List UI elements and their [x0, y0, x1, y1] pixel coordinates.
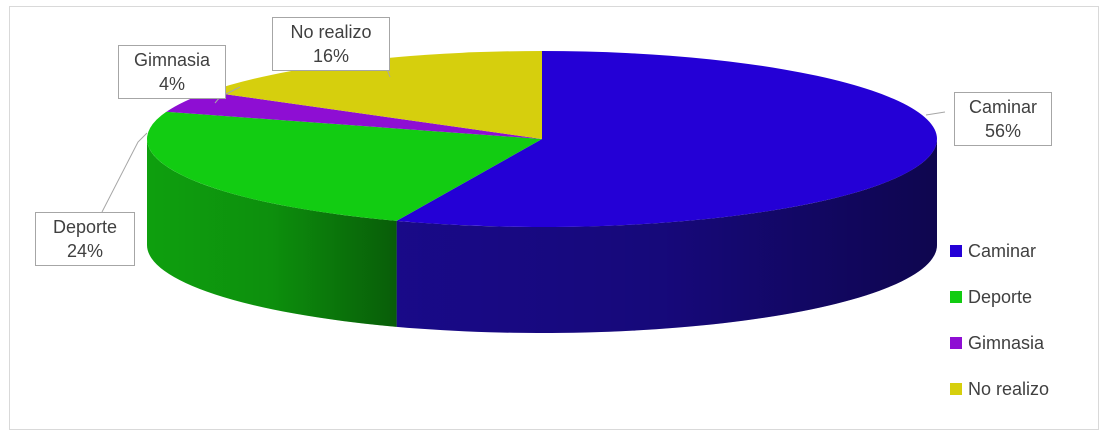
legend-label-caminar: Caminar [968, 240, 1037, 261]
pie-slice-gimnasia [166, 91, 542, 139]
pie-tops [146, 51, 937, 227]
legend-swatch-deporte [950, 291, 962, 303]
legend-item-caminar: Caminar [950, 239, 1049, 263]
legend-swatch-no-realizo [950, 383, 962, 395]
data-label-gimnasia-name: Gimnasia [133, 50, 211, 70]
data-label-caminar: Caminar 56% [954, 92, 1052, 146]
chart-area: Caminar 56% Deporte 24% Gimnasia 4% No r… [9, 6, 1099, 430]
legend-swatch-caminar [950, 245, 962, 257]
legend-item-no-realizo: No realizo [950, 377, 1049, 401]
pie-slice-deporte [146, 111, 542, 221]
pie-slice-caminar [396, 51, 937, 227]
pie-sides [147, 139, 937, 333]
legend-label-deporte: Deporte [968, 286, 1033, 307]
pie-side-shade-caminar [396, 139, 937, 333]
data-label-no-realizo-value: 16% [312, 46, 350, 66]
data-label-no-realizo: No realizo 16% [272, 17, 390, 71]
data-label-gimnasia: Gimnasia 4% [118, 45, 226, 99]
leader-line-deporte [101, 132, 148, 213]
legend-item-gimnasia: Gimnasia [950, 331, 1049, 355]
legend-label-no-realizo: No realizo [968, 378, 1050, 399]
data-label-gimnasia-value: 4% [158, 74, 185, 94]
pie-side-shade-deporte [147, 139, 397, 327]
pie-slice-no-realizo [208, 51, 542, 139]
data-label-caminar-value: 56% [984, 121, 1022, 141]
legend-item-deporte: Deporte [950, 285, 1049, 309]
legend-swatch-gimnasia [950, 337, 962, 349]
legend: Caminar Deporte Gimnasia No realizo [950, 239, 1049, 423]
pie-chart [101, 51, 946, 333]
data-label-caminar-name: Caminar [968, 97, 1038, 117]
legend-label-gimnasia: Gimnasia [968, 332, 1045, 353]
leader-line-caminar [925, 111, 946, 116]
data-label-deporte: Deporte 24% [35, 212, 135, 266]
data-label-deporte-name: Deporte [52, 217, 118, 237]
data-label-no-realizo-name: No realizo [290, 22, 372, 42]
data-label-deporte-value: 24% [66, 241, 104, 261]
